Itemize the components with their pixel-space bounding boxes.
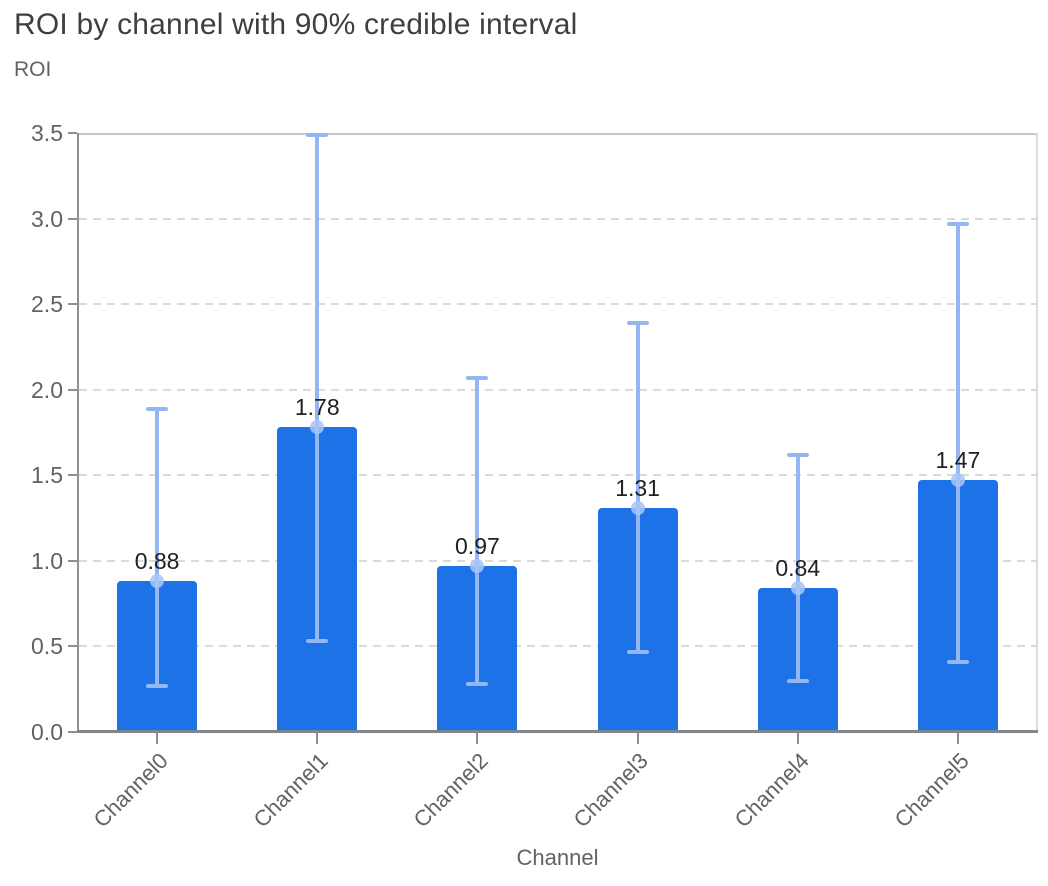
- x-tick-mark: [956, 733, 959, 744]
- error-bar-line: [475, 377, 480, 685]
- y-tick-mark: [68, 303, 77, 306]
- y-tick-mark: [68, 388, 77, 391]
- x-tick-label-channel4: Channel4: [729, 748, 814, 833]
- y-tick-label: 2.0: [31, 376, 63, 403]
- error-bar-cap-bottom: [146, 683, 169, 688]
- y-tick-mark: [68, 731, 77, 733]
- y-tick-label: 3.0: [31, 205, 63, 232]
- mean-dot: [790, 581, 805, 596]
- bar-value-label: 1.47: [935, 447, 981, 474]
- y-tick-mark: [68, 559, 77, 562]
- y-gridline: [79, 388, 1036, 391]
- error-bar-line: [795, 454, 800, 681]
- error-bar-cap-bottom: [306, 639, 329, 644]
- y-tick-mark: [68, 217, 77, 220]
- bar-value-label: 1.31: [615, 474, 660, 501]
- y-tick-mark: [68, 474, 77, 477]
- x-tick-mark: [156, 733, 159, 744]
- bar-value-label: 0.97: [455, 532, 500, 559]
- error-bar-line: [315, 134, 320, 642]
- error-bar-cap-bottom: [786, 678, 809, 683]
- mean-dot: [470, 558, 485, 573]
- y-tick-label: 3.5: [31, 120, 63, 146]
- x-tick-mark: [796, 733, 799, 744]
- error-bar-cap-top: [306, 132, 329, 137]
- y-tick-label: 1.5: [31, 462, 63, 489]
- y-gridline: [79, 303, 1036, 306]
- error-bar-cap-top: [946, 221, 969, 226]
- mean-dot: [150, 574, 165, 589]
- y-tick-mark: [68, 645, 77, 648]
- x-tick-mark: [316, 733, 319, 744]
- y-tick-mark: [68, 132, 77, 134]
- plot-border-top: [77, 133, 1038, 135]
- y-gridline: [79, 559, 1036, 562]
- y-tick-label: 0.5: [31, 633, 63, 660]
- mean-dot: [310, 420, 325, 435]
- bar-value-label: 1.78: [294, 394, 340, 421]
- error-bar-line: [635, 322, 640, 652]
- error-bar-cap-top: [146, 406, 169, 411]
- y-axis-line: [77, 133, 79, 732]
- error-bar-cap-top: [466, 375, 489, 380]
- error-bar-cap-bottom: [626, 649, 649, 654]
- x-tick-label-channel2: Channel2: [408, 748, 494, 833]
- x-tick-mark: [636, 733, 639, 744]
- error-bar-cap-bottom: [466, 682, 489, 687]
- y-gridline: [79, 217, 1036, 220]
- y-tick-label: 0.0: [31, 719, 63, 745]
- x-tick-label-channel0: Channel0: [88, 748, 173, 833]
- y-gridline: [79, 645, 1036, 648]
- x-tick-mark: [476, 733, 479, 744]
- error-bar-cap-bottom: [946, 659, 969, 664]
- x-axis-title: Channel: [516, 845, 599, 870]
- error-bar-cap-top: [626, 320, 649, 325]
- bar-value-label: 0.84: [775, 555, 821, 582]
- error-bar-cap-top: [786, 452, 809, 457]
- error-bar-line: [155, 408, 160, 686]
- plot-border-right: [1036, 133, 1038, 732]
- y-tick-label: 2.5: [31, 291, 63, 318]
- x-tick-label-channel3: Channel3: [568, 748, 654, 833]
- x-tick-label-channel5: Channel5: [889, 748, 974, 833]
- y-gridline: [79, 474, 1036, 477]
- mean-dot: [950, 473, 965, 488]
- chart-title: ROI by channel with 90% credible interva…: [14, 8, 578, 41]
- x-axis-line: [77, 730, 1038, 733]
- plot-area: 0.0 0.5 1.0 1.5 2.0 2.5 3.0 3.5 0.88 Channel0 1.78…: [31, 120, 1038, 832]
- y-axis-title: ROI: [14, 58, 52, 81]
- y-tick-label: 1.0: [31, 547, 63, 574]
- x-tick-label-channel1: Channel1: [248, 748, 333, 833]
- error-bar-line: [955, 223, 960, 662]
- bar-value-label: 0.88: [134, 548, 180, 575]
- mean-dot: [630, 500, 645, 515]
